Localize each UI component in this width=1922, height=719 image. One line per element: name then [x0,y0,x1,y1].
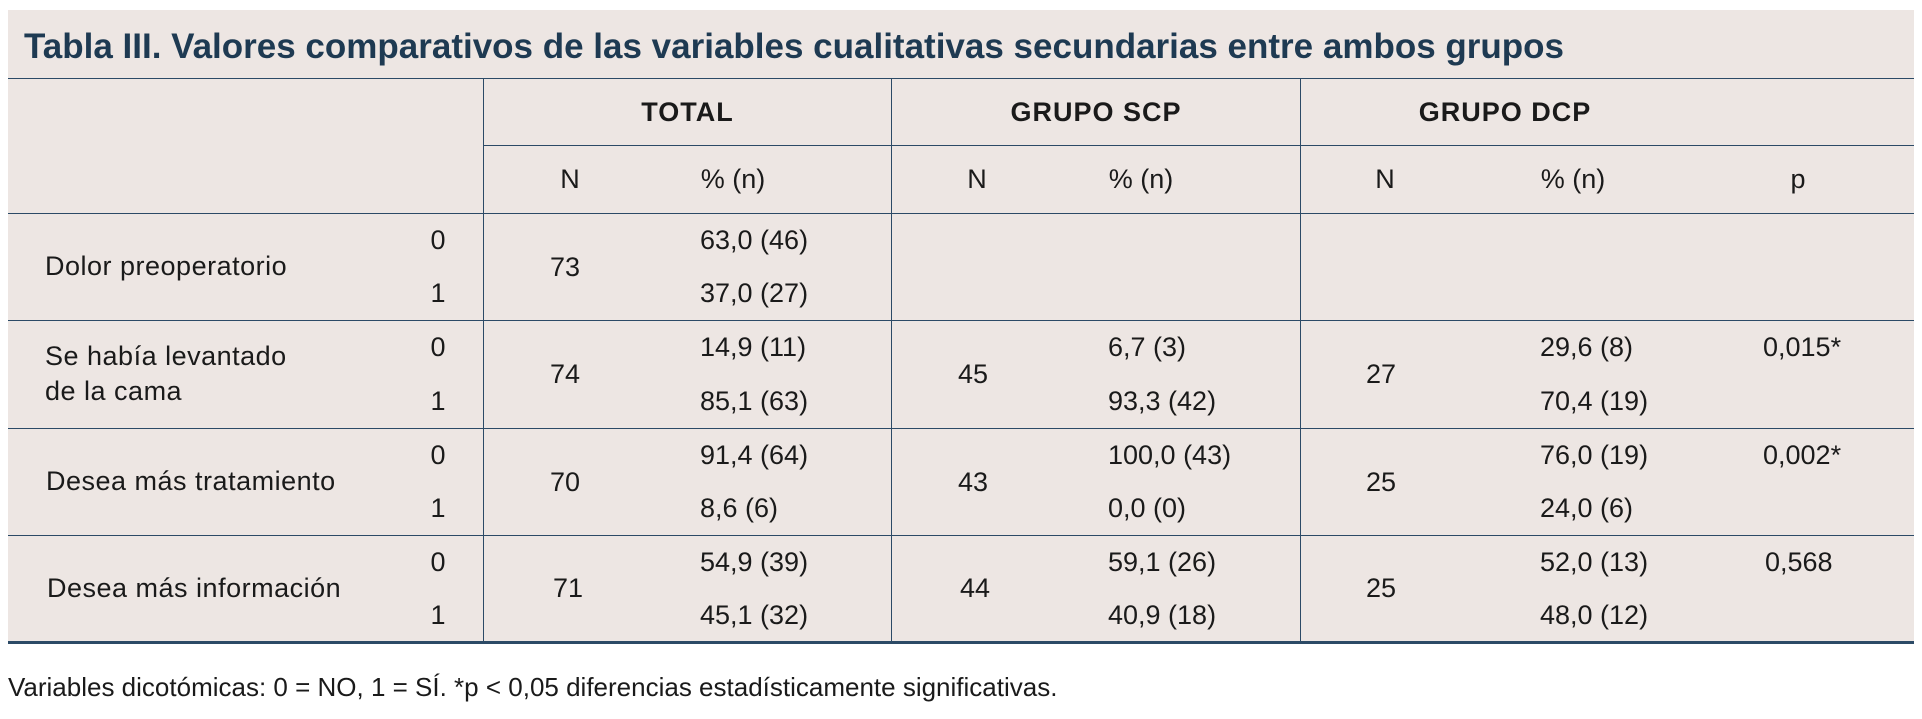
rule [483,145,1914,146]
header-grupo-dcp: GRUPO DCP [1418,96,1592,127]
scp-pct-cell: 93,3 (42) [1108,385,1217,416]
table-footnote: Variables dicotómicas: 0 = NO, 1 = SÍ. *… [8,672,1058,702]
rule [8,320,1914,321]
total-n-cell: 73 [549,251,581,282]
dcp-pct-cell: 70,4 (19) [1540,385,1649,416]
dcp-pct-cell: 29,6 (8) [1540,332,1634,362]
total-n-cell: 71 [552,573,584,603]
row-label-line-1: Se había levantado [45,341,287,371]
rule [8,535,1914,536]
row-label: Desea más información [47,573,342,603]
code-cell: 1 [430,385,446,416]
total-pct-cell: 85,1 (63) [700,385,809,416]
p-value-cell: 0,568 [1765,547,1833,577]
scp-pct-cell: 6,7 (3) [1108,332,1187,362]
total-n-cell: 74 [549,359,581,389]
results-table: Tabla III. Valores comparativos de las v… [8,10,1914,644]
table-title: Tabla III. Valores comparativos de las v… [24,27,1564,66]
dcp-pct-cell: 48,0 (12) [1540,599,1649,630]
rule [8,213,1914,214]
total-pct-cell: 14,9 (11) [700,332,807,362]
dcp-pct-cell: 52,0 (13) [1540,547,1649,577]
code-cell: 1 [430,493,446,523]
dcp-n-cell: 25 [1365,466,1397,497]
row-label: Desea más tratamiento [46,466,336,496]
total-pct-cell: 91,4 (64) [700,440,809,470]
p-value-cell: 0,015* [1763,332,1842,362]
rule [8,78,1914,79]
header-total: TOTAL [641,96,734,127]
dcp-n-cell: 25 [1365,573,1397,603]
subheader-scp-pct: % (n) [1108,164,1174,194]
total-n-cell: 70 [549,466,581,497]
rule [8,641,1914,644]
code-cell: 0 [430,547,446,577]
column-rule [891,78,892,644]
total-pct-cell: 54,9 (39) [700,547,809,577]
row-label: Dolor preoperatorio [45,251,288,281]
dcp-pct-cell: 24,0 (6) [1540,493,1634,523]
subheader-p: p [1790,164,1806,194]
total-pct-cell: 37,0 (27) [700,278,809,308]
subheader-dcp-pct: % (n) [1540,164,1606,194]
total-pct-cell: 45,1 (32) [700,599,809,630]
subheader-scp-n: N [967,164,987,194]
code-cell: 0 [430,225,446,255]
code-cell: 1 [430,278,446,308]
code-cell: 0 [430,332,446,362]
rule [8,428,1914,429]
header-grupo-scp: GRUPO SCP [1010,96,1182,127]
dcp-n-cell: 27 [1365,359,1397,389]
scp-n-cell: 44 [959,573,991,603]
code-cell: 1 [430,599,446,630]
code-cell: 0 [430,440,446,470]
scp-pct-cell: 59,1 (26) [1108,547,1217,577]
subheader-total-pct: % (n) [700,164,766,194]
column-rule [1300,78,1301,644]
scp-n-cell: 45 [957,359,989,389]
subheader-total-n: N [560,164,580,194]
row-label-line-2: de la cama [45,376,183,406]
subheader-dcp-n: N [1375,164,1395,194]
scp-pct-cell: 0,0 (0) [1108,493,1187,523]
total-pct-cell: 63,0 (46) [700,225,809,255]
p-value-cell: 0,002* [1763,440,1842,470]
scp-pct-cell: 40,9 (18) [1108,599,1217,630]
scp-n-cell: 43 [957,466,989,497]
scp-pct-cell: 100,0 (43) [1108,440,1232,470]
total-pct-cell: 8,6 (6) [700,493,779,523]
dcp-pct-cell: 76,0 (19) [1540,440,1649,470]
column-rule [483,78,484,644]
